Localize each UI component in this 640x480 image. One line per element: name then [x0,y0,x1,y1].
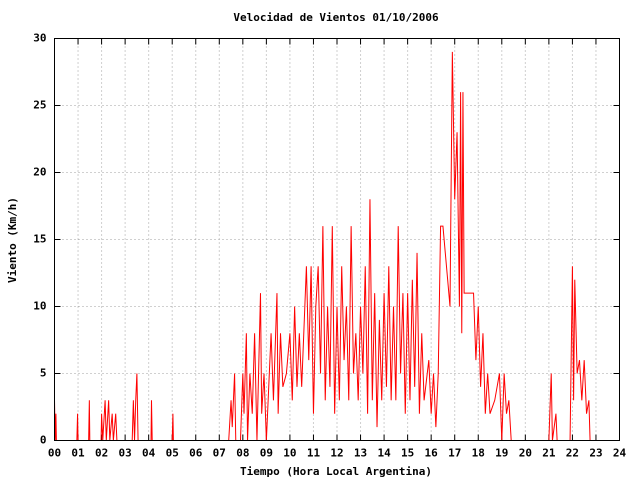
x-tick-label: 17 [448,447,461,460]
plot [54,51,591,441]
x-tick-label: 07 [213,447,226,460]
chart-title: Velocidad de Vientos 01/10/2006 [233,11,439,24]
data-line [54,51,591,441]
x-tick-label: 02 [95,447,108,460]
x-tick-label: 21 [542,447,556,460]
x-tick-label: 01 [71,447,85,460]
x-tick-label: 13 [354,447,367,460]
y-tick-label: 30 [33,32,46,45]
y-tick-label: 10 [33,300,46,313]
x-tick-label: 08 [236,447,249,460]
x-tick-label: 00 [48,447,61,460]
x-tick-label: 12 [330,447,343,460]
x-tick-label: 04 [142,447,156,460]
x-tick-label: 14 [377,447,391,460]
y-tick-label: 20 [33,166,46,179]
tick-labels: 00 01 02 03 04 05 06 07 08 09 10 11 12 13 14 15 16 17 18 19… [33,32,626,460]
x-tick-label: 06 [189,447,203,460]
x-tick-label: 05 [166,447,179,460]
y-tick-label: 15 [33,233,46,246]
y-axis-label: Viento (Km/h) [6,197,19,283]
plot-frame [54,38,620,441]
y-tick-label: 0 [40,434,47,447]
x-tick-label: 03 [119,447,132,460]
x-tick-label: 09 [260,447,273,460]
x-tick-label: 11 [307,447,321,460]
x-tick-label: 18 [472,447,485,460]
x-tick-label: 10 [283,447,296,460]
x-tick-label: 15 [401,447,414,460]
x-tick-label: 23 [589,447,602,460]
x-tick-label: 22 [566,447,579,460]
y-tick-label: 25 [33,99,46,112]
x-axis-label: Tiempo (Hora Local Argentina) [240,465,432,478]
x-tick-label: 24 [613,447,627,460]
x-tick-label: 16 [425,447,439,460]
y-tick-label: 5 [40,367,47,380]
x-tick-label: 19 [495,447,508,460]
x-tick-label: 20 [519,447,532,460]
